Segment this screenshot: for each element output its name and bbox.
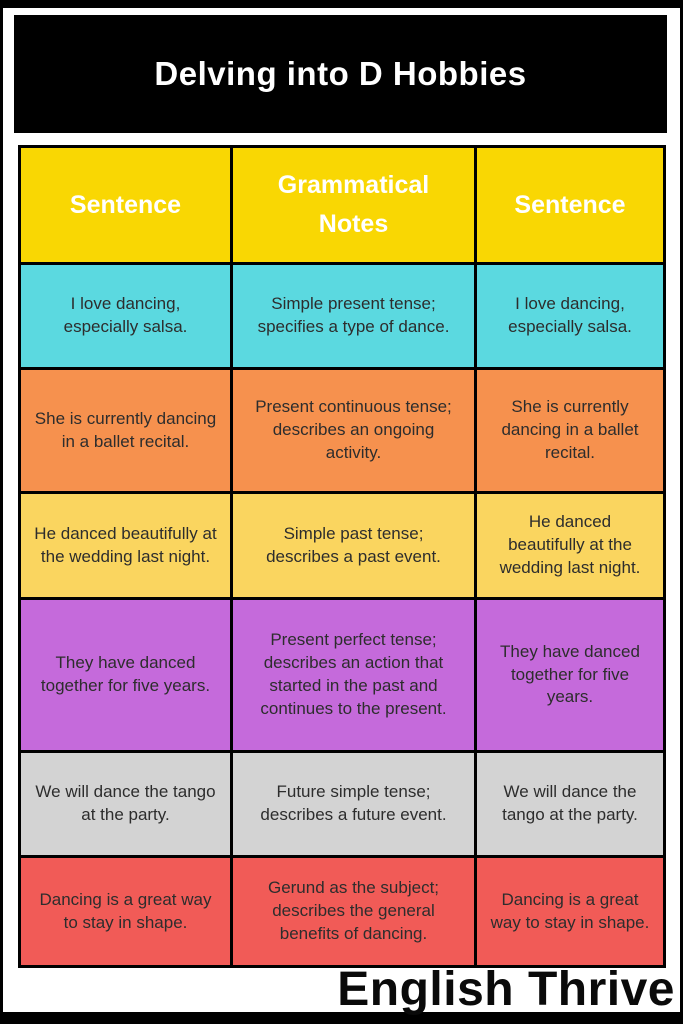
table-cell-sentence: She is currently dancing in a ballet rec… <box>21 370 230 491</box>
grammar-table: Sentence Grammatical Notes Sentence I lo… <box>18 145 666 968</box>
page-title: Delving into D Hobbies <box>154 55 527 92</box>
header-cell-sentence-right: Sentence <box>477 148 663 262</box>
table-cell-sentence: I love dancing, especially salsa. <box>21 265 230 367</box>
header-cell-sentence-left: Sentence <box>21 148 230 262</box>
table-cell-notes: Present perfect tense; describes an acti… <box>233 600 474 750</box>
table-cell-sentence: Dancing is a great way to stay in shape. <box>21 858 230 965</box>
table-cell-sentence: We will dance the tango at the party. <box>477 753 663 855</box>
title-banner: Delving into D Hobbies <box>14 15 667 133</box>
table-cell-notes: Future simple tense; describes a future … <box>233 753 474 855</box>
table-cell-sentence: He danced beautifully at the wedding las… <box>21 494 230 597</box>
table-cell-sentence: We will dance the tango at the party. <box>21 753 230 855</box>
brand-logo-text: English Thrive <box>337 963 675 1016</box>
header-cell-grammatical-notes: Grammatical Notes <box>233 148 474 262</box>
table-cell-notes: Present continuous tense; describes an o… <box>233 370 474 491</box>
table-cell-sentence: They have danced together for five years… <box>21 600 230 750</box>
table-cell-notes: Simple present tense; specifies a type o… <box>233 265 474 367</box>
table-cell-sentence: He danced beautifully at the wedding las… <box>477 494 663 597</box>
table-cell-sentence: Dancing is a great way to stay in shape. <box>477 858 663 965</box>
table-cell-sentence: I love dancing, especially salsa. <box>477 265 663 367</box>
table-cell-notes: Gerund as the subject; describes the gen… <box>233 858 474 965</box>
table-cell-sentence: She is currently dancing in a ballet rec… <box>477 370 663 491</box>
table-cell-sentence: They have danced together for five years… <box>477 600 663 750</box>
table-cell-notes: Simple past tense; describes a past even… <box>233 494 474 597</box>
footer: English Thrive <box>3 963 680 1016</box>
